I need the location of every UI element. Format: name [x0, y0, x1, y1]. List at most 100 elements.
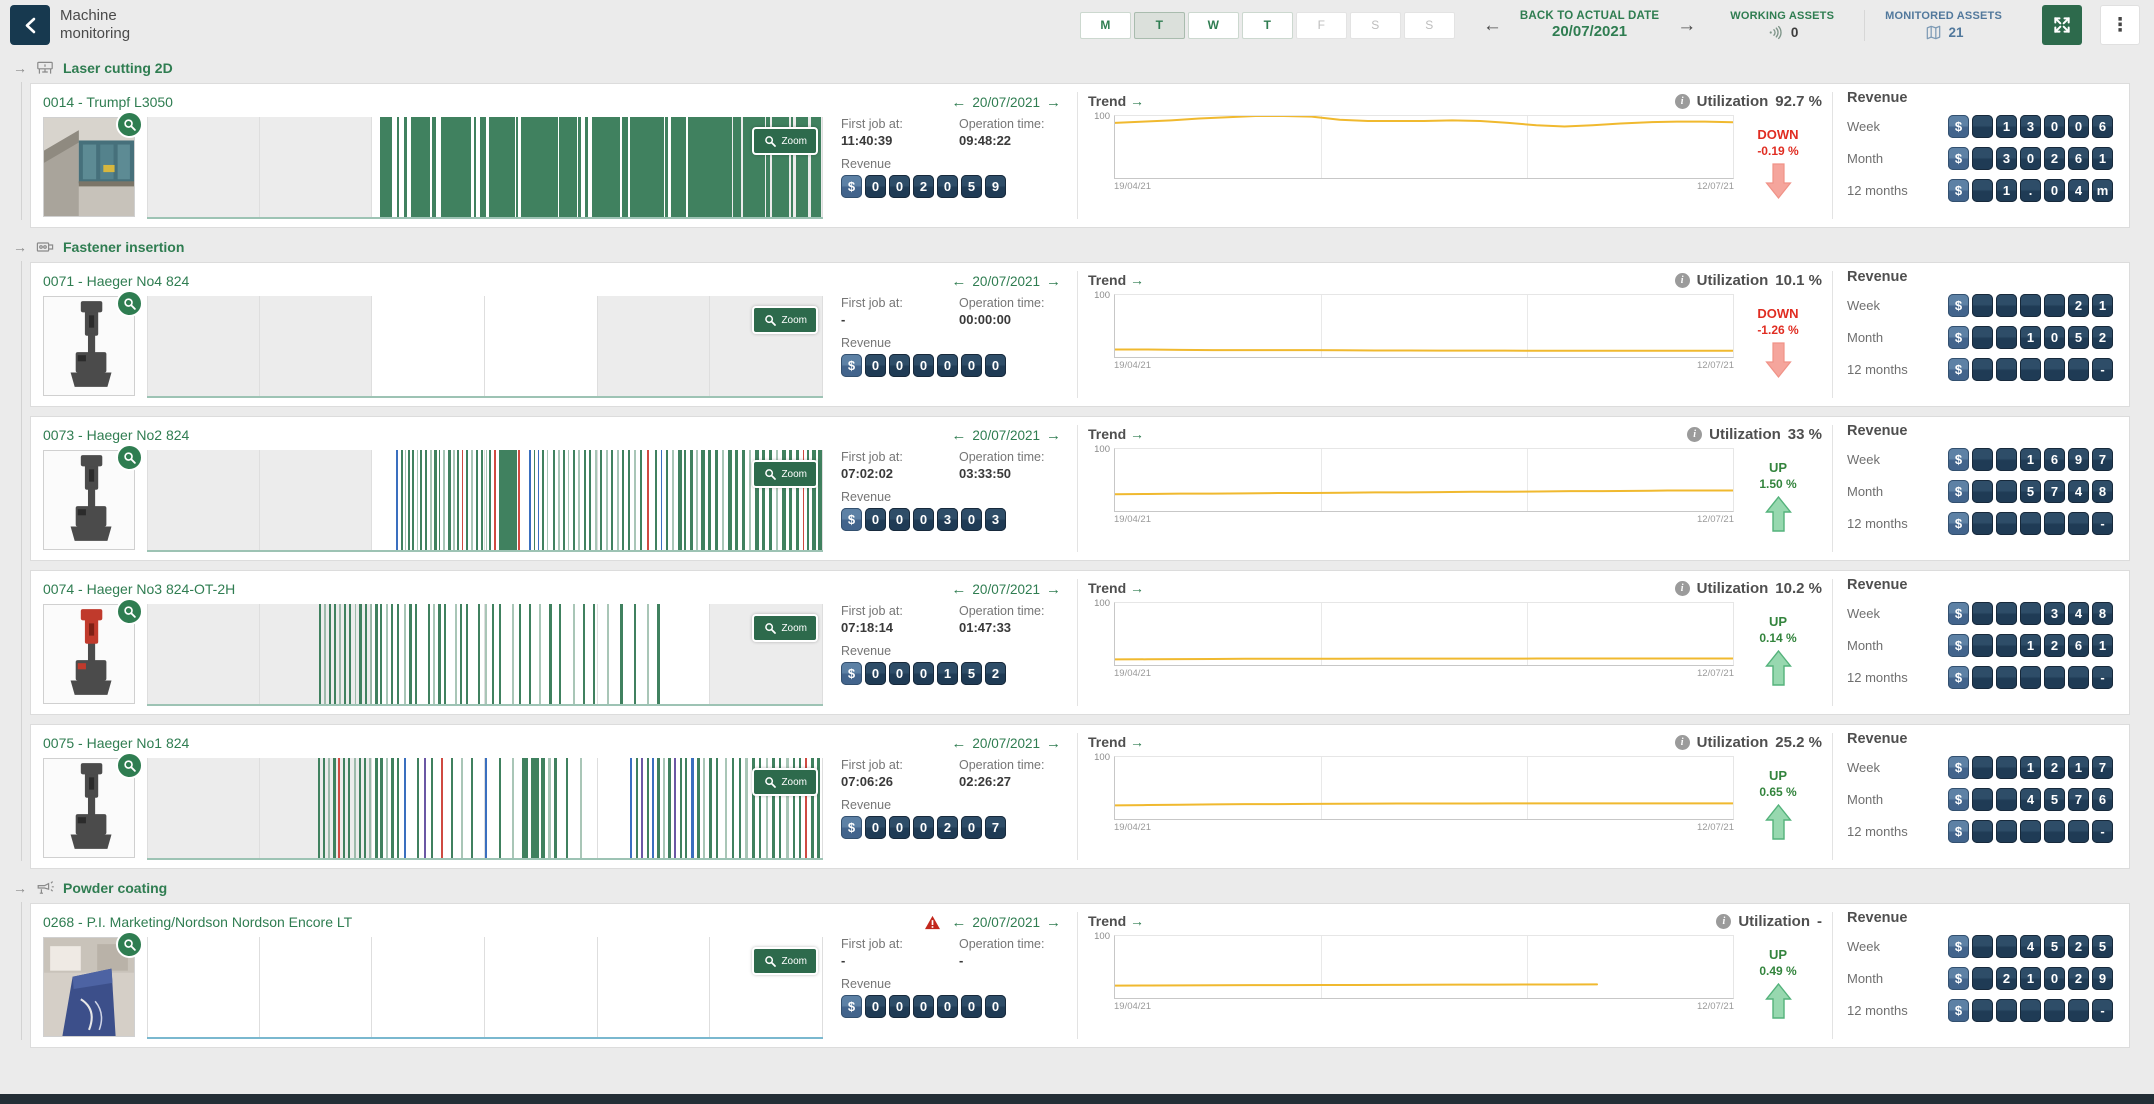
timeline-activity-bar [473, 117, 477, 217]
machine-photo[interactable] [43, 290, 143, 396]
row-next-day-button[interactable]: → [1046, 580, 1061, 598]
machine-name-link[interactable]: 0014 - Trumpf L3050 [43, 94, 173, 110]
digit-tile: 0 [889, 995, 910, 1018]
row-next-day-button[interactable]: → [1046, 93, 1061, 111]
day-button-1[interactable]: T [1133, 11, 1185, 39]
digit-tile [1996, 935, 2017, 958]
timeline-zoom-button[interactable]: Zoom [752, 127, 818, 155]
info-icon[interactable]: i [1674, 93, 1690, 109]
machine-photo[interactable] [43, 752, 143, 858]
machine-name-link[interactable]: 0073 - Haeger No2 824 [43, 427, 190, 443]
timeline-band [485, 604, 598, 704]
back-button[interactable] [10, 5, 50, 45]
digit-tile: 5 [2044, 935, 2065, 958]
section-header[interactable]: → Laser cutting 2D [13, 58, 2154, 78]
section-header[interactable]: → Fastener insertion [13, 237, 2154, 257]
digit-tile [1996, 448, 2017, 471]
day-button-3[interactable]: T [1241, 11, 1293, 39]
photo-zoom-badge[interactable] [116, 444, 143, 471]
revenue-panel: Revenue Week $1 2 1 7 Month $4 5 7 6 12 months $ - [1833, 725, 2129, 868]
section-name: Powder coating [63, 880, 168, 896]
machine-photo[interactable] [43, 444, 143, 550]
info-icon[interactable]: i [1674, 734, 1690, 750]
timeline-zoom-button[interactable]: Zoom [752, 768, 818, 796]
timeline-activity-bar [621, 117, 629, 217]
operation-time-label: Operation time: [959, 758, 1045, 772]
machine-name-link[interactable]: 0074 - Haeger No3 824-OT-2H [43, 581, 236, 597]
timeline-zoom-button[interactable]: Zoom [752, 614, 818, 642]
more-options-button[interactable]: ⋮ [2100, 5, 2140, 45]
digit-tile: 6 [2044, 448, 2065, 471]
trend-chart: 100 19/04/21 12/07/21 UP 0.49 % [1088, 931, 1822, 1019]
digit-tile [1972, 326, 1993, 349]
machine-name-link[interactable]: 0075 - Haeger No1 824 [43, 735, 190, 751]
timeline-activity-bar [789, 450, 792, 550]
back-to-actual-date[interactable]: BACK TO ACTUAL DATE 20/07/2021 [1520, 10, 1659, 40]
row-prev-day-button[interactable]: ← [951, 913, 967, 931]
timeline-band [597, 450, 711, 550]
zoom-button-label: Zoom [781, 776, 807, 788]
trend-direction-badge: UP 1.50 % [1734, 448, 1822, 532]
info-icon[interactable]: i [1674, 272, 1690, 288]
row-prev-day-button[interactable]: ← [951, 734, 967, 752]
row-prev-day-button[interactable]: ← [951, 580, 967, 598]
day-button-2[interactable]: W [1187, 11, 1239, 39]
timeline-zoom-button[interactable]: Zoom [752, 460, 818, 488]
timeline-zoom-button[interactable]: Zoom [752, 306, 818, 334]
day-button-0[interactable]: M [1079, 11, 1131, 39]
revenue-counter: $3 4 8 [1948, 602, 2113, 625]
timeline-zoom-button[interactable]: Zoom [752, 947, 818, 975]
revenue-row: Month $1 2 6 1 [1847, 634, 2113, 657]
utilization-value: 10.1 % [1775, 271, 1822, 289]
digit-tile [2068, 820, 2089, 843]
next-day-button[interactable]: → [1673, 16, 1700, 35]
info-icon[interactable]: i [1716, 913, 1732, 929]
row-next-day-button[interactable]: → [1046, 913, 1061, 931]
timeline-activity-bar [701, 450, 705, 550]
row-prev-day-button[interactable]: ← [951, 93, 967, 111]
row-prev-day-button[interactable]: ← [951, 426, 967, 444]
utilization-label: Utilization [1696, 733, 1769, 751]
digit-tile [1996, 326, 2017, 349]
machine-photo[interactable] [43, 931, 143, 1037]
row-next-day-button[interactable]: → [1046, 734, 1061, 752]
timeline-activity-bar [714, 450, 719, 550]
section-name: Fastener insertion [63, 239, 185, 255]
machine-name-link[interactable]: 0071 - Haeger No4 824 [43, 273, 190, 289]
revenue-row: Month $5 7 4 8 [1847, 480, 2113, 503]
timeline-activity-bar [459, 604, 463, 704]
timeline-activity-bar [721, 450, 725, 550]
timeline-activity-bar [466, 450, 469, 550]
working-assets-label: WORKING ASSETS [1730, 9, 1835, 22]
photo-zoom-badge[interactable] [116, 752, 143, 779]
dollar-tile: $ [1948, 448, 1969, 471]
utilization-value: - [1817, 912, 1822, 930]
machine-photo[interactable] [43, 598, 143, 704]
revenue-period-label: 12 months [1847, 1003, 1908, 1018]
trend-chart-area [1114, 448, 1734, 512]
y-axis-max-label: 100 [1094, 931, 1110, 942]
info-icon[interactable]: i [1674, 580, 1690, 596]
fullscreen-button[interactable] [2042, 5, 2082, 45]
section-header[interactable]: → Powder coating [13, 878, 2154, 898]
row-next-day-button[interactable]: → [1046, 272, 1061, 290]
timeline-activity-bar [805, 758, 808, 858]
digit-tile: - [2092, 512, 2113, 535]
row-next-day-button[interactable]: → [1046, 426, 1061, 444]
machine-photo[interactable] [43, 111, 143, 217]
x-axis-start-label: 19/04/21 [1114, 822, 1151, 833]
photo-zoom-badge[interactable] [116, 290, 143, 317]
photo-zoom-badge[interactable] [116, 931, 143, 958]
bottom-scrollbar[interactable] [0, 1094, 2154, 1104]
timeline-band [259, 117, 373, 217]
machine-name-link[interactable]: 0268 - P.I. Marketing/Nordson Nordson En… [43, 914, 353, 930]
photo-zoom-badge[interactable] [116, 111, 143, 138]
row-prev-day-button[interactable]: ← [951, 272, 967, 290]
prev-day-button[interactable]: ← [1479, 16, 1506, 35]
timeline-activity-bar [559, 117, 577, 217]
day-revenue-label: Revenue [841, 644, 892, 658]
photo-zoom-badge[interactable] [116, 598, 143, 625]
info-icon[interactable]: i [1687, 426, 1703, 442]
digit-tile: 0 [913, 354, 934, 377]
